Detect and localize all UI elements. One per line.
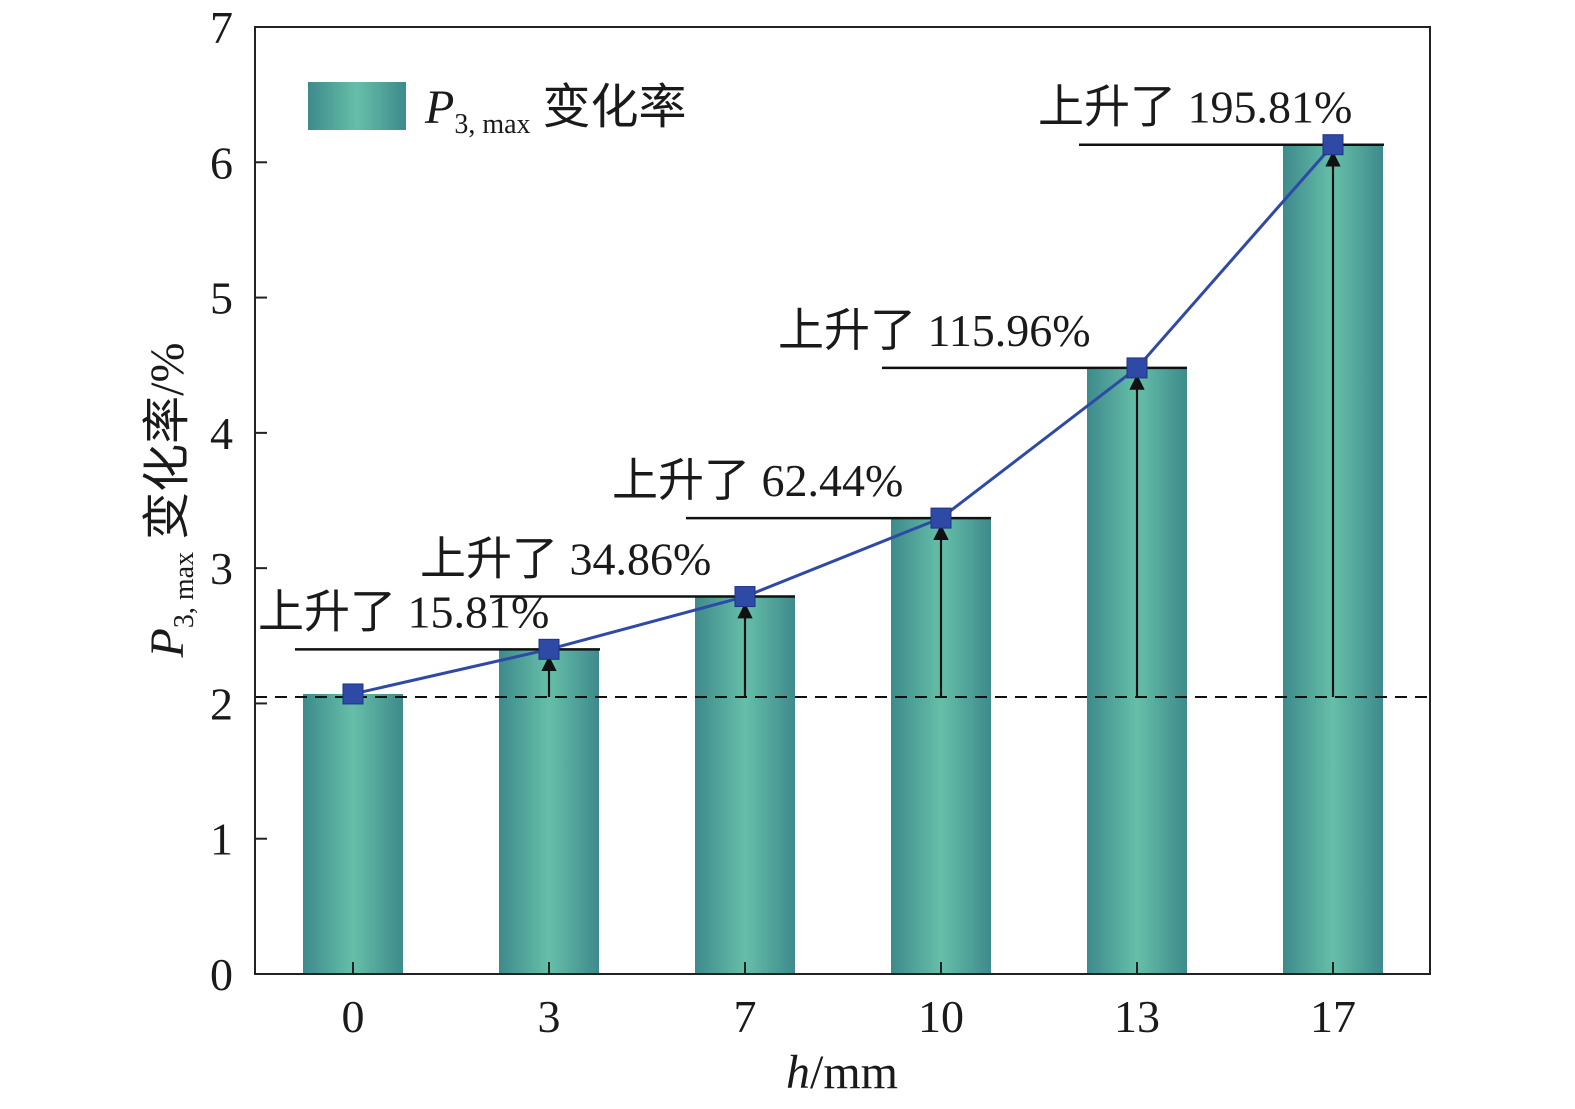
annotation-7: 上升了 34.86% — [420, 534, 711, 585]
point-marker-3 — [538, 638, 560, 660]
annotation-17: 上升了 195.81% — [1038, 82, 1352, 133]
y-tick-label-5: 5 — [210, 273, 233, 324]
y-tick-label-1: 1 — [210, 814, 233, 865]
point-marker-13 — [1126, 357, 1148, 379]
legend-swatch — [308, 82, 406, 130]
arrows-group — [541, 151, 1341, 697]
x-tick-label-7: 7 — [734, 991, 757, 1042]
x-tick-label-10: 10 — [918, 991, 964, 1042]
legend-text: 变化率 — [531, 81, 687, 134]
x-axis-var: h — [786, 1046, 810, 1099]
annotation-3: 上升了 15.81% — [258, 586, 549, 637]
plot-frame — [254, 26, 1431, 975]
y-tick-label-7: 7 — [210, 2, 233, 53]
annotation-10: 上升了 62.44% — [612, 455, 903, 506]
y-axis-var: P — [141, 628, 194, 658]
annotations-group: 上升了 15.81%上升了 34.86% 上升了 62.44% 上升了 115.96… — [258, 82, 1352, 638]
point-marker-7 — [734, 586, 756, 608]
trend-line-group — [342, 134, 1344, 705]
x-axis-unit: /mm — [810, 1046, 898, 1099]
legend: P3, max 变化率 — [308, 81, 687, 140]
legend-label: P3, max 变化率 — [424, 81, 687, 140]
y-tick-label-4: 4 — [210, 408, 233, 459]
bar-0 — [303, 693, 403, 974]
legend-var: P — [424, 81, 454, 134]
x-axis: 0 3 7 10 13 17 — [342, 962, 1356, 1042]
legend-sub: 3, max — [454, 109, 530, 140]
point-marker-0 — [342, 683, 364, 705]
y-tick-label-3: 3 — [210, 543, 233, 594]
point-marker-10 — [930, 507, 952, 529]
x-tick-label-3: 3 — [538, 991, 561, 1042]
point-marker-17 — [1322, 134, 1344, 156]
y-tick-label-2: 2 — [210, 678, 233, 729]
x-tick-label-17: 17 — [1310, 991, 1356, 1042]
x-tick-label-13: 13 — [1114, 991, 1160, 1042]
y-tick-label-0: 0 — [210, 949, 233, 1000]
y-axis-sub: 3, max — [169, 552, 200, 628]
y-axis-title: P3, max 变化率/% — [141, 343, 200, 659]
y-tick-label-6: 6 — [210, 137, 233, 188]
y-axis: 0 1 2 3 4 5 6 7 — [210, 2, 267, 1000]
x-tick-label-0: 0 — [342, 991, 365, 1042]
trend-line — [352, 143, 1335, 696]
y-axis-rest: 变化率/% — [141, 343, 194, 552]
x-axis-title: h/mm — [786, 1046, 898, 1099]
bar-3 — [499, 649, 599, 974]
annotation-13: 上升了 115.96% — [778, 305, 1091, 356]
